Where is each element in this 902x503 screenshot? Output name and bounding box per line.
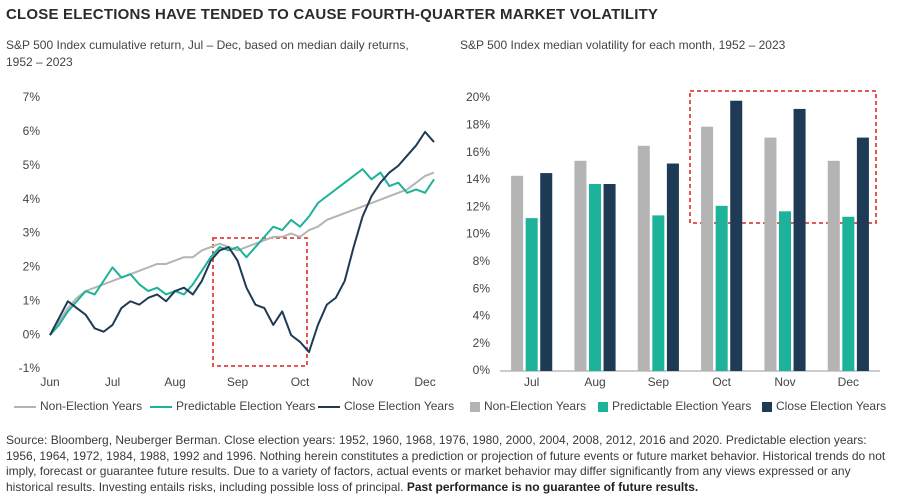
y-tick-label: 7%: [23, 90, 41, 104]
footnote-bold: Past performance is no guarantee of futu…: [406, 479, 699, 494]
line-series: [49, 130, 435, 354]
x-tick-label: Jul: [105, 375, 120, 389]
bar: [588, 183, 602, 371]
bar: [540, 173, 553, 371]
x-tick-label: Aug: [584, 375, 605, 389]
charts: -1% 0% 1% 2% 3% 4% 5% 6% 7% Non-Election Years Pre…: [14, 90, 886, 413]
legend-label: Non-Election Years: [40, 399, 142, 413]
bar: [525, 218, 538, 371]
bar: [701, 126, 714, 371]
x-tick-label: Dec: [414, 375, 435, 389]
y-tick-label: 20%: [466, 90, 490, 104]
legend-swatch: [598, 402, 608, 412]
legend-label: Predictable Election Years: [612, 399, 751, 413]
bar: [778, 211, 792, 371]
y-tick-label: 0%: [23, 327, 41, 341]
bar: [715, 205, 728, 371]
y-tick-label: 18%: [466, 117, 490, 131]
highlight-box: [212, 237, 308, 367]
y-tick-label: 1%: [23, 293, 41, 307]
y-tick-label: 8%: [473, 254, 491, 268]
x-tick-label: Oct: [291, 375, 310, 389]
x-tick-label: Aug: [164, 375, 185, 389]
bar: [856, 137, 869, 371]
y-tick-label: 10%: [466, 227, 490, 241]
legend-label: Close Election Years: [776, 399, 886, 413]
bar: [827, 160, 840, 371]
line-series: [49, 168, 435, 336]
legend-label: Close Election Years: [344, 399, 454, 413]
x-tick-label: Jul: [524, 375, 539, 389]
y-tick-label: 14%: [466, 172, 490, 186]
highlight-box: [689, 90, 877, 224]
bar: [730, 100, 743, 371]
x-tick-label: Nov: [352, 375, 373, 389]
y-tick-label: 3%: [23, 226, 41, 240]
bar: [637, 145, 650, 371]
y-tick-label: 5%: [23, 158, 41, 172]
legend-swatch: [762, 402, 772, 412]
x-tick-label: Dec: [838, 375, 859, 389]
y-tick-label: 4%: [23, 192, 41, 206]
y-tick-label: 0%: [473, 363, 491, 377]
x-tick-label: Jun: [40, 375, 59, 389]
x-tick-label: Nov: [774, 375, 795, 389]
line-series: [49, 171, 435, 336]
footnote-text: Source: Bloomberg, Neuberger Berman. Clo…: [6, 433, 886, 494]
bar: [511, 175, 524, 371]
legend-label: Non-Election Years: [484, 399, 586, 413]
bar: [603, 183, 616, 371]
left-subtitle: S&P 500 Index cumulative return, Jul – D…: [6, 38, 409, 69]
bar: [652, 215, 665, 371]
y-tick-label: 16%: [466, 145, 490, 159]
bar: [666, 163, 679, 371]
y-tick-label: -1%: [19, 361, 41, 375]
page-title: CLOSE ELECTIONS HAVE TENDED TO CAUSE FOU…: [6, 6, 659, 23]
y-tick-label: 6%: [473, 281, 491, 295]
right-subtitle: S&P 500 Index median volatility for each…: [460, 38, 786, 52]
y-tick-label: 2%: [23, 260, 41, 274]
y-tick-label: 6%: [23, 124, 41, 138]
bar: [574, 160, 587, 371]
y-tick-label: 4%: [473, 309, 491, 323]
bar: [764, 137, 777, 371]
legend-label: Predictable Election Years: [176, 399, 315, 413]
bar: [842, 216, 855, 371]
x-tick-label: Sep: [648, 375, 670, 389]
bar: [793, 108, 806, 372]
x-tick-label: Oct: [712, 375, 731, 389]
footnote: Source: Bloomberg, Neuberger Berman. Clo…: [6, 433, 896, 495]
x-tick-label: Sep: [227, 375, 249, 389]
legend-swatch: [470, 402, 480, 412]
y-tick-label: 2%: [473, 336, 491, 350]
y-tick-label: 12%: [466, 199, 490, 213]
